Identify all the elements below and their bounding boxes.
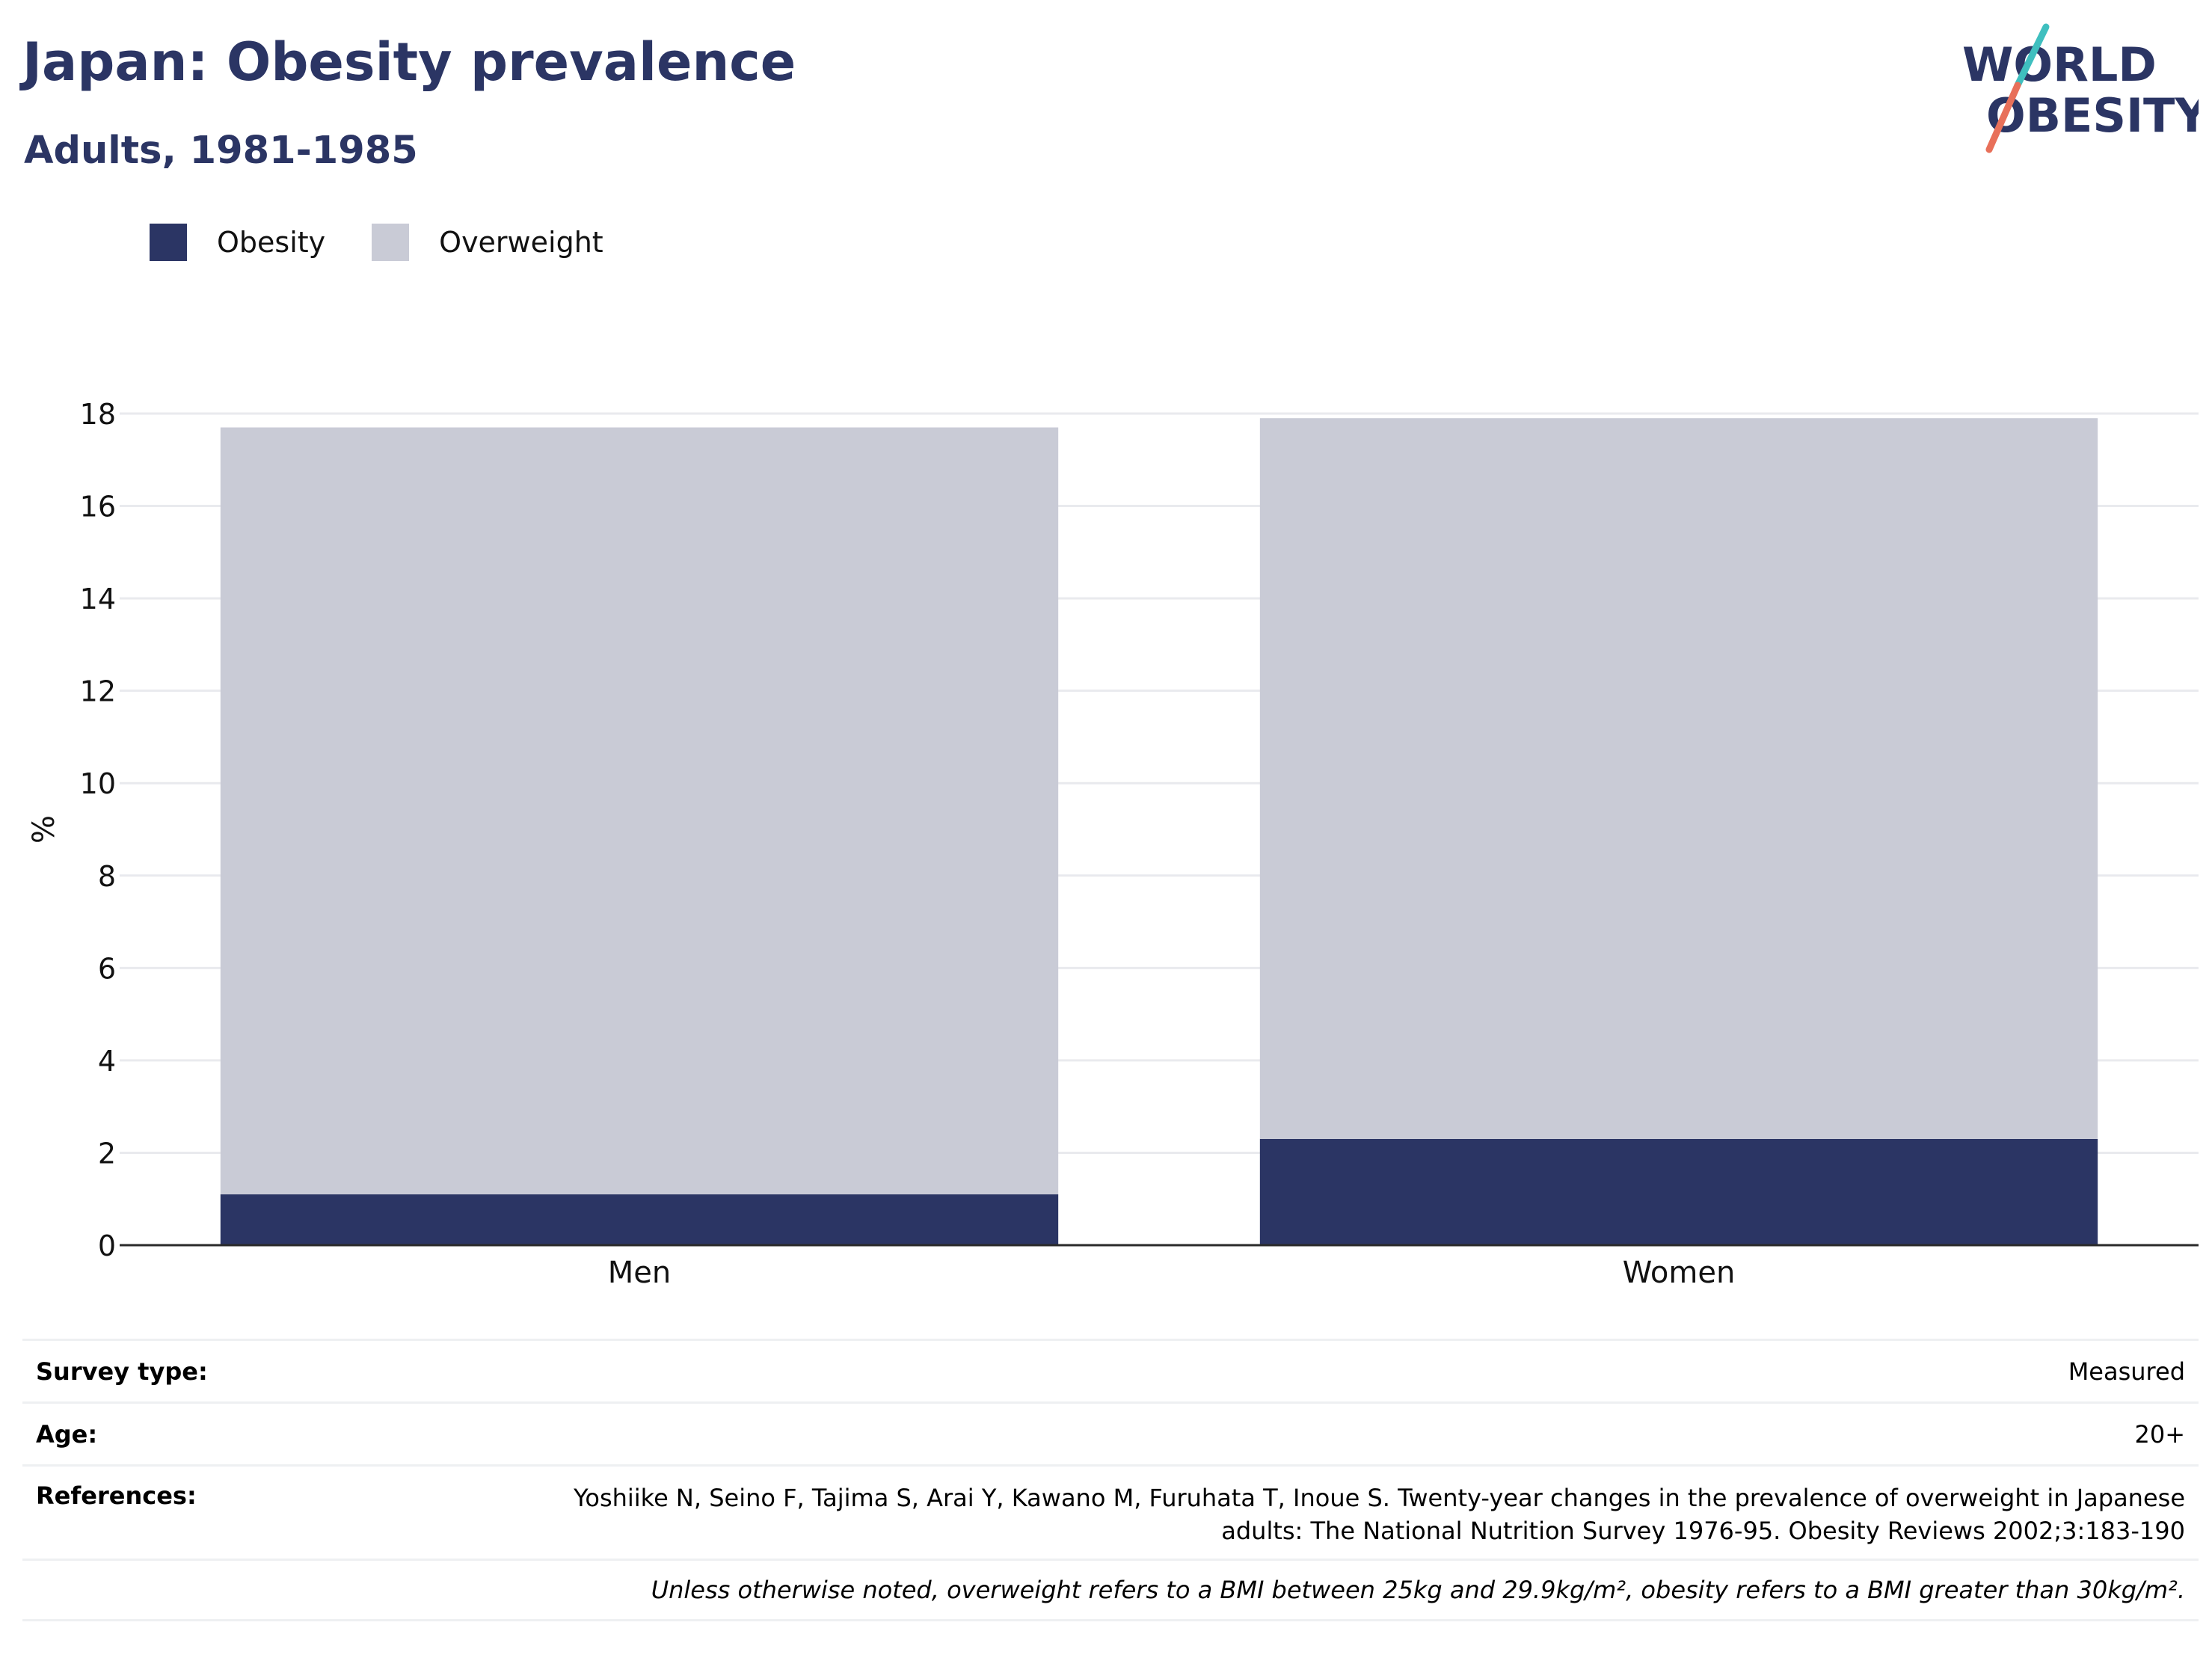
chart-subtitle: Adults, 1981-1985: [24, 129, 418, 173]
chart-title: Japan: Obesity prevalence: [22, 31, 796, 93]
references-value: Yoshiike N, Seino F, Tajima S, Arai Y, K…: [574, 1481, 2185, 1547]
legend-swatch-obesity: [150, 224, 187, 261]
y-tick-label: 16: [80, 491, 116, 523]
age-value: 20+: [2134, 1419, 2185, 1449]
world-obesity-logo: WORLD OBESITY: [1962, 23, 2199, 153]
bar-overweight-men: [220, 427, 1059, 1195]
x-tick-label: Men: [608, 1256, 671, 1290]
legend-label-obesity: Obesity: [217, 226, 326, 259]
y-tick-label: 2: [98, 1137, 116, 1170]
legend: Obesity Overweight: [150, 223, 650, 262]
axes: 0 2 4 6 8 10 12 14 16 18% Men Women: [27, 398, 2199, 1290]
logo-slash-teal: [2014, 23, 2050, 89]
logo-slash-coral: [1985, 82, 2021, 153]
info-row-age: Age: 20+: [22, 1401, 2199, 1464]
bar-chart: 0 2 4 6 8 10 12 14 16 18% Men Women: [27, 398, 2199, 1290]
info-row-survey-type: Survey type: Measured: [22, 1339, 2199, 1401]
bars: [220, 418, 2098, 1245]
y-axis-title: %: [27, 815, 61, 844]
logo-text-world: WORLD: [1962, 37, 2157, 92]
references-label: References:: [36, 1481, 197, 1510]
x-tick-label: Women: [1623, 1256, 1736, 1290]
survey-type-label: Survey type:: [36, 1357, 208, 1386]
references-line-2: adults: The National Nutrition Survey 19…: [1221, 1517, 2185, 1545]
bar-obesity-women: [1259, 1138, 2098, 1245]
survey-type-value: Measured: [2068, 1357, 2185, 1386]
y-tick-label: 4: [98, 1045, 116, 1078]
legend-item-obesity[interactable]: Obesity: [150, 224, 325, 261]
survey-info-table: Survey type: Measured Age: 20+ Reference…: [22, 1339, 2199, 1621]
y-tick-label: 14: [80, 583, 116, 615]
legend-swatch-overweight: [372, 224, 410, 261]
legend-item-overweight[interactable]: Overweight: [372, 224, 603, 261]
info-row-note: Unless otherwise noted, overweight refer…: [22, 1559, 2199, 1621]
y-tick-label: 8: [98, 860, 116, 893]
bmi-definition-note: Unless otherwise noted, overweight refer…: [651, 1576, 2185, 1604]
y-tick-label: 0: [98, 1229, 116, 1262]
age-label: Age:: [36, 1419, 98, 1449]
info-row-references: References: Yoshiike N, Seino F, Tajima …: [22, 1464, 2199, 1559]
y-tick-label: 12: [80, 675, 116, 708]
bar-obesity-men: [220, 1194, 1059, 1245]
y-tick-label: 10: [80, 767, 116, 800]
y-tick-label: 18: [80, 398, 116, 431]
legend-label-overweight: Overweight: [439, 226, 603, 259]
bar-overweight-women: [1259, 418, 2098, 1139]
y-tick-label: 6: [98, 952, 116, 985]
references-line-1: Yoshiike N, Seino F, Tajima S, Arai Y, K…: [574, 1484, 2185, 1512]
logo-text-obesity: OBESITY: [1986, 88, 2199, 143]
